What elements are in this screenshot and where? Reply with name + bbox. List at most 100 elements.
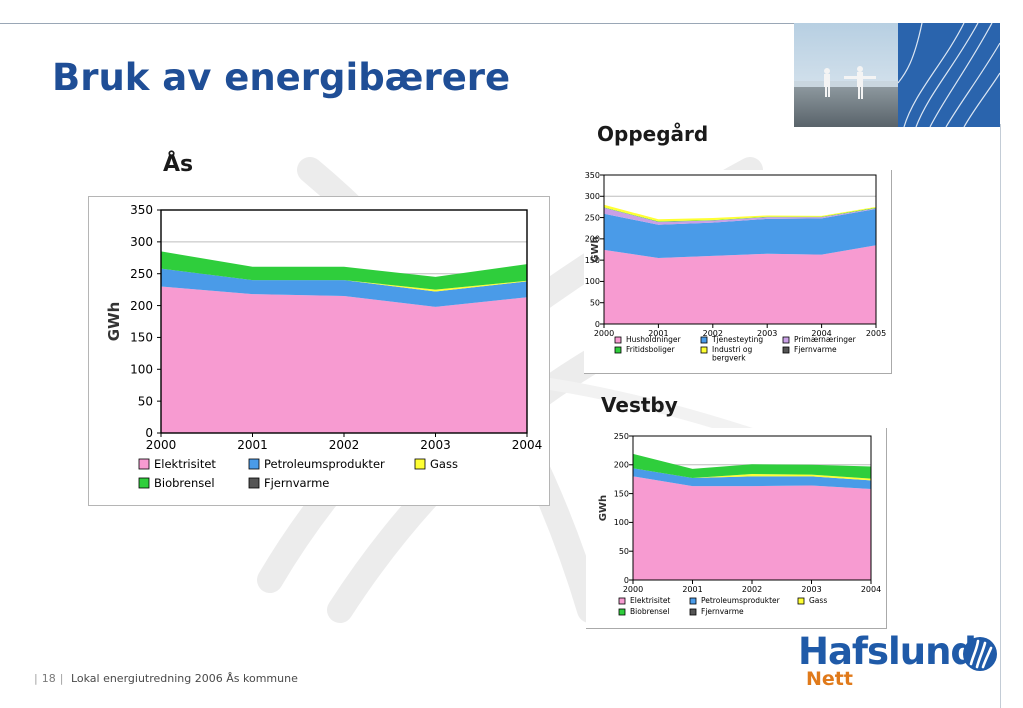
chart-as: 0 50 100 150 200 250 300 350 2000 2001 2002 2003 200… — [88, 196, 550, 506]
x-tick-label: 2003 — [801, 585, 821, 594]
area-elektrisitet — [161, 286, 527, 433]
page-number: 18 — [41, 672, 56, 685]
chart-oppegard: 0 50 100 150 200 250 300 350 2000 2001 2002 2003 200… — [584, 170, 892, 374]
legend-label-biobrensel: Biobrensel — [630, 607, 669, 616]
x-tick-label: 2003 — [420, 438, 451, 452]
legend-swatch-petroleumsprodukter — [248, 458, 260, 470]
x-tick-label: 2004 — [512, 438, 543, 452]
chart-oppegard-svg: 0 50 100 150 200 250 300 350 2000 2001 2002 2003 200… — [585, 171, 886, 363]
legend-label-fjernvarme: Fjernvarme — [794, 345, 837, 354]
header-banner — [794, 23, 1000, 127]
legend-swatch-fjernvarme — [782, 346, 790, 354]
legend-label-gass: Gass — [809, 596, 827, 605]
footer-separator: | — [59, 672, 64, 685]
y-tick-label: 300 — [130, 235, 153, 249]
chart-title-vestby: Vestby — [601, 393, 678, 417]
y-tick-label: 150 — [130, 331, 153, 345]
y-tick-label: 50 — [619, 547, 629, 556]
y-tick-label: 300 — [585, 192, 600, 201]
legend-swatch-biobrensel — [138, 477, 150, 489]
legend-swatch-industri-og-bergverk — [700, 346, 708, 354]
y-tick-label: 150 — [614, 489, 629, 498]
area-tjenesteyting — [604, 209, 876, 259]
y-tick-label: 0 — [624, 576, 629, 585]
right-divider — [1000, 124, 1001, 708]
wave-panel — [897, 23, 1000, 127]
beach-photo — [794, 23, 898, 127]
legend-label-fjernvarme: Fjernvarme — [264, 476, 329, 490]
x-tick-label: 2000 — [623, 585, 643, 594]
plot-frame — [603, 174, 877, 325]
legend-label-elektrisitet: Elektrisitet — [154, 457, 216, 471]
y-axis-label: GWh — [105, 302, 123, 342]
legend-swatch-biobrensel — [618, 608, 626, 616]
y-tick-label: 50 — [138, 394, 153, 408]
legend-label-primaernaeringer: Primærnæringer — [794, 335, 857, 344]
x-tick-label: 2002 — [742, 585, 762, 594]
x-tick-label: 2002 — [329, 438, 360, 452]
x-tick-label: 2002 — [703, 329, 723, 338]
x-tick-label: 2001 — [237, 438, 268, 452]
legend-label-biobrensel: Biobrensel — [154, 476, 215, 490]
x-tick-label: 2001 — [648, 329, 668, 338]
chart-as-svg: 0 50 100 150 200 250 300 350 2000 2001 2002 2003 200… — [105, 203, 543, 490]
legend-swatch-gass — [414, 458, 426, 470]
legend-swatch-fjernvarme — [248, 477, 260, 489]
y-tick-label: 350 — [585, 171, 600, 180]
x-tick-label: 2000 — [594, 329, 614, 338]
x-tick-label: 2004 — [811, 329, 831, 338]
area-gass — [633, 468, 871, 481]
y-tick-label: 250 — [614, 432, 629, 441]
legend-label-industri-og-bergverk: Industri og bergverk — [712, 345, 752, 363]
y-tick-label: 150 — [585, 256, 600, 265]
legend-label-fritidsboliger: Fritidsboliger — [626, 345, 676, 354]
legend-swatch-tjenesteyting — [700, 336, 708, 344]
y-tick-label: 200 — [585, 235, 600, 244]
x-tick-label: 2000 — [146, 438, 177, 452]
legend-swatch-fritidsboliger — [614, 346, 622, 354]
y-tick-label: 50 — [590, 299, 600, 308]
legend-label-petroleumsprodukter: Petroleumsprodukter — [264, 457, 385, 471]
area-petroleumsprodukter — [161, 268, 527, 307]
legend-swatch-gass — [797, 597, 805, 605]
y-tick-label: 0 — [145, 426, 153, 440]
footer: | 18 | Lokal energiutredning 2006 Ås kommu… — [30, 672, 298, 685]
y-axis-label: GWh — [590, 236, 601, 262]
logo-wave-icon — [963, 637, 997, 671]
area-industri-og-bergverk — [604, 204, 876, 222]
y-tick-label: 250 — [130, 267, 153, 281]
logo-wordmark: Hafslund — [798, 630, 977, 673]
y-tick-label: 100 — [585, 277, 600, 286]
area-biobrensel — [633, 453, 871, 479]
x-tick-label: 2003 — [757, 329, 777, 338]
legend-label-gass: Gass — [430, 457, 458, 471]
area-petroleumsprodukter — [633, 468, 871, 489]
x-tick-label: 2004 — [861, 585, 881, 594]
legend-label-elektrisitet: Elektrisitet — [630, 596, 670, 605]
legend-swatch-fjernvarme — [689, 608, 697, 616]
y-tick-label: 350 — [130, 203, 153, 217]
slide-title: Bruk av energibærere — [52, 56, 511, 99]
area-elektrisitet — [633, 476, 871, 580]
area-husholdninger — [604, 245, 876, 324]
y-tick-label: 100 — [130, 362, 153, 376]
legend-swatch-petroleumsprodukter — [689, 597, 697, 605]
y-axis-label: GWh — [598, 495, 609, 521]
footer-separator: | — [34, 672, 38, 685]
legend-label-fjernvarme: Fjernvarme — [701, 607, 744, 616]
y-tick-label: 100 — [614, 518, 629, 527]
y-tick-label: 0 — [595, 320, 600, 329]
legend-label-tjenesteyting: Tjenesteyting — [711, 335, 763, 344]
logo-subtitle: Nett — [806, 668, 853, 690]
legend-label-husholdninger: Husholdninger — [626, 335, 681, 344]
chart-title-as: Ås — [163, 152, 194, 177]
legend-label-petroleumsprodukter: Petroleumsprodukter — [701, 596, 781, 605]
hafslund-logo: Hafslund Nett — [798, 630, 998, 694]
chart-vestby-svg: 0 50 100 150 200 250 2000 2001 2002 2003 2004 GWh El… — [598, 432, 881, 616]
legend-swatch-primaernaeringer — [782, 336, 790, 344]
chart-vestby: 0 50 100 150 200 250 2000 2001 2002 2003 2004 GWh El… — [586, 428, 887, 629]
footer-text: Lokal energiutredning 2006 Ås kommune — [70, 672, 298, 685]
legend-swatch-elektrisitet — [138, 458, 150, 470]
y-tick-label: 200 — [614, 461, 629, 470]
x-tick-label: 2005 — [866, 329, 886, 338]
